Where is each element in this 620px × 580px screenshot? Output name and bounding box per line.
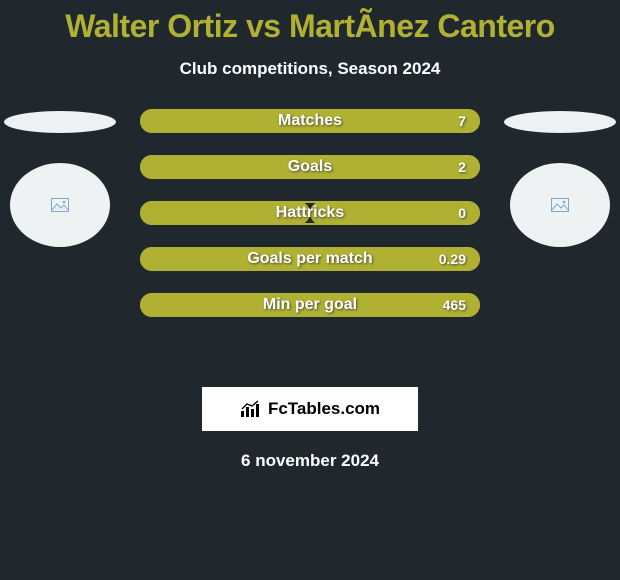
chart-icon bbox=[240, 400, 262, 418]
stat-bar-player2 bbox=[140, 293, 480, 317]
source-text: FcTables.com bbox=[268, 399, 380, 419]
comparison-body: Matches7 Goals2 Hattricks0 Goals per match0… bbox=[0, 109, 620, 369]
stat-row: Goals per match0.29 bbox=[140, 247, 480, 271]
player1-column bbox=[0, 109, 120, 247]
stat-bar-player2 bbox=[140, 155, 480, 179]
stat-row: Matches7 bbox=[140, 109, 480, 133]
comparison-title: Walter Ortiz vs MartÃ­nez Cantero bbox=[0, 0, 620, 45]
player2-avatar bbox=[510, 163, 610, 247]
comparison-subtitle: Club competitions, Season 2024 bbox=[0, 59, 620, 79]
stat-bar-player1 bbox=[140, 201, 310, 225]
player2-flag-placeholder bbox=[504, 111, 616, 133]
stat-row: Min per goal465 bbox=[140, 293, 480, 317]
stat-row: Hattricks0 bbox=[140, 201, 480, 225]
player1-flag-placeholder bbox=[4, 111, 116, 133]
stat-bar-player2 bbox=[140, 109, 480, 133]
player1-avatar bbox=[10, 163, 110, 247]
image-placeholder-icon bbox=[51, 198, 69, 212]
stat-row: Goals2 bbox=[140, 155, 480, 179]
image-placeholder-icon bbox=[551, 198, 569, 212]
stat-bar-player2 bbox=[140, 247, 480, 271]
stat-bar-player2 bbox=[310, 201, 480, 225]
player2-column bbox=[500, 109, 620, 247]
source-badge: FcTables.com bbox=[202, 387, 418, 431]
stat-bars: Matches7 Goals2 Hattricks0 Goals per match0… bbox=[140, 109, 480, 317]
generated-date: 6 november 2024 bbox=[0, 451, 620, 471]
